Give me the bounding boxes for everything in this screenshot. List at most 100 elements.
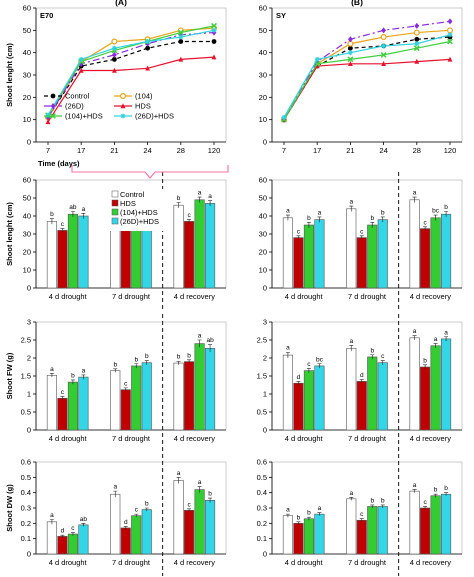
y-axis-label: Shoot DW (g) — [5, 484, 14, 532]
error-bar — [70, 379, 75, 385]
x-tick-label: 7 — [46, 146, 50, 155]
x-tick-label: 4 d recovery — [174, 434, 216, 443]
bar — [356, 237, 367, 289]
pink-bracket-line — [71, 165, 229, 179]
y-tick-label: 40 — [23, 48, 31, 57]
line-chart-lineA: 0 10 20 30 40 50 60 Shoot lenght (cm) 7 17 21 24 28 1… — [5, 0, 227, 168]
data-point — [211, 39, 217, 44]
error-bar — [380, 504, 385, 508]
error-bar — [444, 492, 449, 496]
data-point — [413, 45, 420, 52]
legend-label: (26D)+HDS — [120, 217, 159, 226]
y-tick-label: 0.1 — [257, 534, 267, 543]
bar — [409, 337, 420, 431]
significance-letter: c — [423, 219, 427, 226]
significance-letter: d — [297, 374, 301, 381]
error-bar — [370, 354, 375, 360]
error-bar — [70, 532, 75, 536]
significance-letter: d — [360, 372, 364, 379]
significance-letter: a — [318, 209, 322, 216]
legend-label: (104) — [135, 92, 153, 101]
bar — [377, 219, 388, 289]
y-tick-label: 1.5 — [257, 372, 267, 381]
y-tick-label: 20 — [23, 248, 31, 257]
y-tick-label: 0 — [27, 138, 31, 147]
data-point — [413, 29, 420, 36]
x-tick-label: 28 — [413, 146, 421, 155]
bar — [430, 495, 441, 555]
data-point — [178, 39, 184, 44]
bar — [441, 338, 452, 431]
bar — [303, 224, 314, 289]
error-bar — [412, 196, 417, 203]
error-bar — [296, 521, 301, 525]
x-tick-label: 7 d drought — [112, 434, 151, 443]
y-tick-label: 60 — [259, 176, 267, 185]
error-bar — [423, 506, 428, 510]
data-point — [111, 38, 118, 45]
data-point — [50, 113, 56, 119]
significance-letter: b — [307, 215, 311, 222]
legend-swatch — [111, 190, 119, 198]
plot-area — [35, 7, 227, 143]
error-bar — [81, 523, 86, 527]
pink-bracket-icon — [71, 165, 229, 179]
bar — [141, 362, 152, 431]
x-tick-label: 4 d drought — [49, 292, 88, 301]
significance-letter: c — [135, 507, 139, 514]
error-bar — [317, 512, 322, 516]
y-tick-label: 3 — [263, 318, 267, 327]
significance-letter: b — [134, 356, 138, 363]
x-axis-label: Time (days) — [38, 159, 80, 168]
significance-letter: a — [82, 367, 86, 374]
error-bar — [349, 205, 354, 212]
legend-background — [109, 189, 171, 231]
bar — [377, 506, 388, 555]
significance-letter: a — [349, 199, 353, 206]
line-chart-lineB: 0 10 20 30 40 50 60 7 17 21 24 28 120 SY (B) — [259, 0, 463, 155]
bar — [46, 374, 57, 431]
bar — [282, 217, 293, 289]
y-tick-label: 0 — [263, 138, 267, 147]
panel-label: SY — [276, 11, 286, 20]
significance-letter: a — [286, 507, 290, 514]
significance-letter: a — [50, 512, 54, 519]
bar — [282, 354, 293, 431]
significance-letter: a — [208, 193, 212, 200]
data-point — [414, 36, 420, 42]
legend-label: Control — [65, 92, 90, 101]
data-point — [145, 65, 150, 71]
data-point — [145, 45, 151, 51]
bar — [120, 527, 131, 555]
error-bar — [81, 374, 86, 380]
x-tick-label: 7 d drought — [348, 558, 387, 567]
bar — [409, 490, 420, 555]
bar — [205, 203, 216, 289]
data-point — [78, 56, 84, 62]
bar — [430, 345, 441, 431]
data-point — [348, 36, 353, 43]
legend-swatch — [111, 208, 119, 216]
significance-letter: bc — [432, 208, 440, 215]
error-bar — [60, 396, 65, 401]
error-bar — [296, 381, 301, 385]
y-tick-label: 3 — [27, 318, 31, 327]
significance-letter: a — [444, 329, 448, 336]
y-tick-label: 2.5 — [257, 336, 267, 345]
bar — [184, 509, 195, 555]
series-line — [47, 25, 215, 116]
significance-letter: b — [381, 209, 385, 216]
chart-title: (B) — [351, 0, 363, 7]
error-bar — [49, 373, 54, 378]
significance-letter: b — [50, 211, 54, 218]
error-bar — [60, 228, 65, 233]
bar — [120, 389, 131, 431]
y-tick-label: 0.6 — [257, 458, 267, 467]
error-bar — [380, 216, 385, 223]
data-point — [414, 22, 420, 29]
y-tick-label: 30 — [23, 71, 31, 80]
significance-letter: b — [177, 195, 181, 202]
data-point — [447, 27, 454, 34]
